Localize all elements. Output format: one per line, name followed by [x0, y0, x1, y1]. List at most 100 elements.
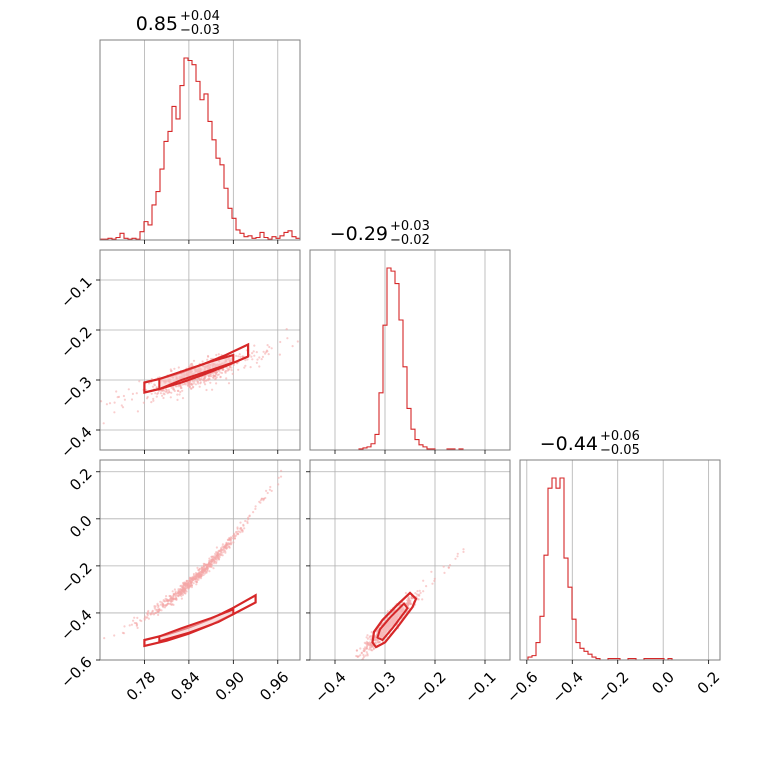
scatter-point [173, 367, 176, 370]
scatter-point [224, 371, 227, 374]
scatter-point [202, 562, 205, 565]
scatter-point [198, 385, 201, 388]
scatter-point [217, 353, 220, 356]
scatter-point [241, 529, 244, 532]
scatter-point [195, 583, 198, 586]
scatter-point [264, 352, 267, 355]
scatter-point [215, 546, 218, 549]
contour-inner [376, 601, 409, 642]
scatter-point [162, 396, 165, 400]
scatter-point [204, 383, 207, 386]
scatter-point [248, 515, 251, 518]
plot-area [100, 57, 300, 240]
scatter-point [226, 369, 229, 372]
scatter-point [364, 646, 367, 649]
scatter-point [130, 623, 133, 626]
scatter-point [266, 344, 269, 347]
scatter-point [165, 595, 168, 598]
scatter-point [409, 602, 413, 606]
param-title-value: 0.85 [136, 13, 178, 35]
scatter-point [105, 403, 108, 406]
scatter-point [206, 566, 209, 569]
scatter-point [192, 582, 195, 585]
scatter-point [442, 565, 445, 568]
scatter-point [162, 392, 165, 395]
scatter-point [362, 647, 365, 651]
scatter-point [185, 582, 188, 585]
scatter-point [147, 609, 150, 613]
scatter-point [218, 556, 221, 559]
scatter-point [215, 555, 218, 558]
scatter-point [102, 422, 105, 425]
scatter-point [264, 496, 267, 500]
scatter-point [162, 603, 165, 606]
scatter-point [189, 577, 192, 580]
scatter-point [205, 563, 208, 567]
scatter-point [173, 389, 176, 393]
x-tick-label: 0.78 [123, 668, 159, 704]
scatter-point [210, 563, 213, 566]
scatter-point [286, 337, 289, 340]
scatter-point [456, 555, 459, 558]
scatter-point [243, 527, 246, 530]
scatter-point [212, 374, 215, 377]
scatter-point [366, 634, 369, 637]
scatter-point [237, 368, 240, 371]
scatter-point [160, 601, 164, 604]
x-tick-label: −0.2 [411, 668, 449, 706]
scatter-point [206, 354, 210, 358]
scatter-point [161, 389, 164, 392]
scatter-point [156, 392, 159, 396]
x-tick-label: 0.2 [694, 668, 724, 698]
scatter-point [212, 560, 216, 564]
scatter-point [291, 345, 294, 348]
scatter-point [185, 579, 188, 583]
scatter-point [223, 545, 226, 548]
x-tick-label: −0.1 [461, 668, 499, 706]
scatter-point [454, 557, 457, 560]
scatter-point [243, 366, 246, 369]
scatter-point [414, 592, 417, 595]
scatter-point [180, 386, 183, 390]
scatter-point [433, 577, 436, 580]
scatter-point [170, 391, 173, 394]
scatter-point [294, 453, 296, 455]
scatter-point [113, 411, 116, 414]
scatter-point [192, 385, 195, 388]
scatter-point [246, 521, 249, 525]
scatter-point [155, 386, 158, 389]
scatter-point [249, 366, 252, 369]
scatter-point [155, 395, 158, 398]
y-tick-label: −0.1 [57, 273, 95, 311]
scatter-point [136, 410, 139, 413]
scatter-point [261, 355, 264, 358]
scatter-point [172, 386, 175, 389]
scatter-point [208, 557, 211, 560]
scatter-point [225, 547, 228, 550]
plot-area [348, 548, 465, 666]
scatter-point [198, 576, 201, 579]
plot-area [520, 477, 720, 660]
scatter-point [174, 385, 177, 388]
scatter-point [233, 533, 236, 537]
x-tick-label: −0.4 [311, 668, 349, 706]
scatter-point [169, 598, 172, 601]
scatter-point [236, 527, 239, 530]
scatter-point [363, 649, 366, 652]
scatter-point [187, 381, 190, 385]
scatter-point [146, 614, 149, 617]
scatter-point [365, 647, 368, 650]
scatter-point [266, 491, 269, 495]
scatter-point [280, 469, 283, 472]
panel-2-1: −0.4 −0.3 −0.2 −0.1 [306, 459, 511, 707]
scatter-point [173, 588, 176, 591]
scatter-point [190, 387, 193, 390]
scatter-point [239, 526, 242, 530]
scatter-point [221, 545, 224, 548]
scatter-point [163, 606, 167, 609]
scatter-point [136, 616, 139, 620]
scatter-point [229, 543, 232, 546]
scatter-point [176, 393, 179, 396]
scatter-point [348, 664, 350, 666]
scatter-point [244, 359, 247, 362]
